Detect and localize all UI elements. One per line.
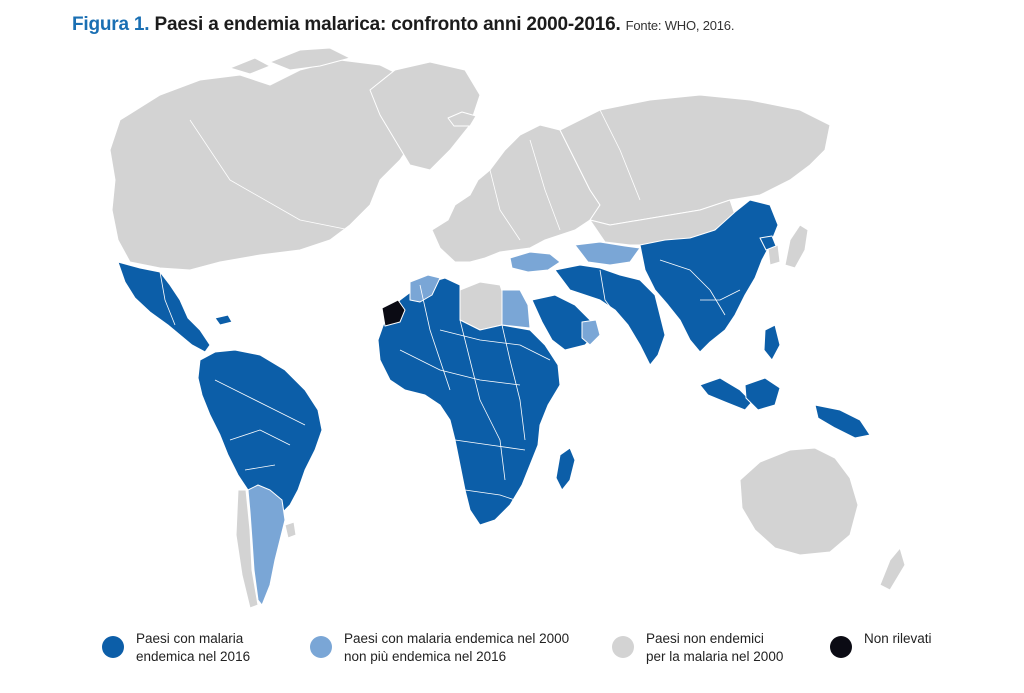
region-non-endemic [109, 47, 906, 609]
egypt [501, 289, 531, 329]
map-legend: Paesi con malaria endemica nel 2016 Paes… [0, 630, 1024, 690]
africa [377, 277, 561, 526]
new-zealand [879, 547, 906, 591]
western-sahara [381, 299, 406, 327]
region-not-surveyed [381, 299, 406, 327]
australia [739, 447, 859, 556]
legend-item-not-surveyed: Non rilevati [830, 630, 932, 658]
morocco [409, 274, 441, 303]
arctic-islands [269, 47, 351, 71]
country-borders [159, 109, 741, 501]
libya [459, 281, 506, 331]
madagascar [555, 447, 576, 491]
turkey [509, 251, 561, 273]
legend-label-line: endemica nel 2016 [136, 649, 251, 664]
dprk [759, 235, 777, 251]
north-america-north [109, 59, 431, 271]
legend-label-line: Paesi con malaria endemica nel 2000 [344, 631, 570, 646]
oman [581, 319, 601, 346]
new-guinea [814, 404, 871, 439]
legend-label: Paesi con malaria endemica nel 2000 non … [344, 630, 569, 666]
legend-label: Non rilevati [864, 630, 932, 648]
maritime-se-asia [699, 377, 753, 411]
south-asia [554, 264, 666, 366]
legend-swatch-grey [612, 636, 634, 658]
mexico-central-america [117, 261, 211, 353]
caucasus [574, 241, 641, 266]
legend-swatch-dark-blue [102, 636, 124, 658]
legend-item-non-endemic: Paesi non endemici per la malaria nel 20… [612, 630, 783, 666]
legend-label-line: per la malaria nel 2000 [646, 649, 784, 664]
legend-label: Paesi non endemici per la malaria nel 20… [646, 630, 783, 666]
japan [784, 224, 809, 269]
region-endemic-2016 [117, 199, 871, 526]
legend-item-no-longer-endemic: Paesi con malaria endemica nel 2000 non … [310, 630, 569, 666]
uruguay [284, 521, 297, 539]
caribbean [214, 314, 233, 326]
legend-swatch-light-blue [310, 636, 332, 658]
figure-title: Figura 1. Paesi a endemia malarica: conf… [72, 14, 734, 36]
world-map [109, 47, 906, 609]
south-america [197, 349, 323, 521]
figure-number: Figura 1. [72, 14, 150, 35]
argentina [247, 484, 286, 606]
legend-label-line: Paesi non endemici [646, 631, 764, 646]
iceland [447, 111, 477, 127]
arctic-islands-2 [229, 57, 271, 75]
legend-swatch-black [830, 636, 852, 658]
greenland [369, 61, 481, 171]
east-asia [639, 199, 779, 353]
borneo [744, 377, 781, 411]
figure-heading: Paesi a endemia malarica: confronto anni… [154, 14, 621, 35]
legend-label-line: non più endemica nel 2016 [344, 649, 507, 664]
legend-item-endemic-2016: Paesi con malaria endemica nel 2016 [102, 630, 250, 666]
legend-label-line: Paesi con malaria [136, 631, 244, 646]
russia [559, 94, 831, 226]
legend-label: Paesi con malaria endemica nel 2016 [136, 630, 250, 666]
chile [235, 489, 259, 609]
region-no-longer-endemic [247, 241, 641, 606]
legend-label-line: Non rilevati [864, 631, 932, 646]
philippines [763, 324, 781, 361]
figure-source: Fonte: WHO, 2016. [625, 18, 735, 33]
